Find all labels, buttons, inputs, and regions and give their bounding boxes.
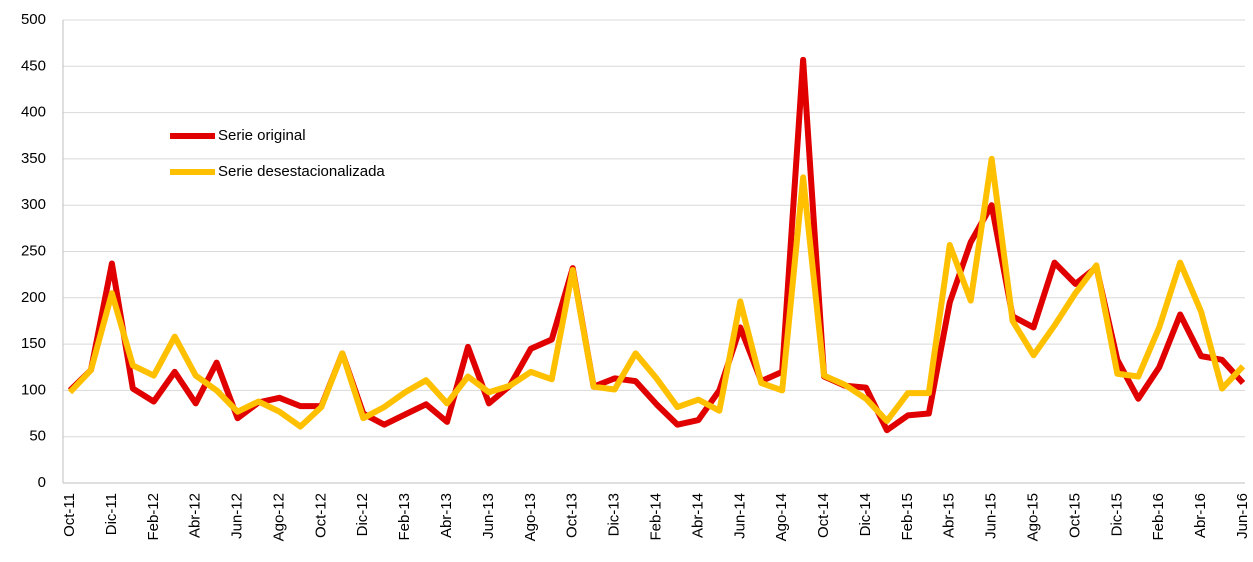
x-tick-label: Feb-16 — [1150, 493, 1167, 541]
y-tick-label: 50 — [29, 428, 46, 445]
legend-label: Serie original — [218, 127, 306, 144]
x-tick-label: Jun-16 — [1234, 493, 1251, 539]
x-tick-label: Jun-15 — [983, 493, 1000, 539]
y-tick-label: 0 — [38, 474, 46, 491]
x-tick-label: Abr-12 — [187, 493, 204, 538]
y-tick-label: 250 — [21, 242, 46, 259]
x-tick-label: Dic-14 — [857, 493, 874, 536]
x-tick-label: Oct-15 — [1066, 493, 1083, 538]
x-tick-label: Jun-13 — [480, 493, 497, 539]
series-line — [67, 56, 1246, 434]
y-tick-label: 350 — [21, 150, 46, 167]
legend-label: Serie desestacionalizada — [218, 163, 385, 180]
x-tick-label: Ago-14 — [773, 493, 790, 541]
x-tick-label: Dic-12 — [354, 493, 371, 536]
y-tick-label: 450 — [21, 57, 46, 74]
x-tick-label: Ago-15 — [1025, 493, 1042, 541]
x-tick-label: Jun-14 — [731, 493, 748, 539]
y-tick-label: 300 — [21, 196, 46, 213]
x-tick-label: Feb-13 — [396, 493, 413, 541]
y-tick-label: 500 — [21, 11, 46, 28]
x-tick-label: Abr-13 — [438, 493, 455, 538]
x-tick-label: Ago-12 — [270, 493, 287, 541]
y-tick-label: 400 — [21, 104, 46, 121]
x-tick-label: Dic-11 — [103, 493, 120, 535]
y-tick-label: 150 — [21, 335, 46, 352]
y-tick-label: 200 — [21, 289, 46, 306]
x-tick-label: Oct-12 — [312, 493, 329, 538]
x-tick-label: Feb-15 — [899, 493, 916, 541]
y-tick-label: 100 — [21, 381, 46, 398]
x-tick-label: Abr-14 — [689, 493, 706, 538]
x-tick-label: Abr-16 — [1192, 493, 1209, 538]
x-tick-label: Ago-13 — [522, 493, 539, 541]
x-tick-label: Jun-12 — [229, 493, 246, 539]
x-tick-label: Feb-12 — [145, 493, 162, 541]
x-tick-label: Oct-14 — [815, 493, 832, 538]
x-tick-label: Abr-15 — [941, 493, 958, 538]
x-tick-label: Dic-15 — [1108, 493, 1125, 536]
series-line — [67, 155, 1246, 430]
x-tick-label: Oct-13 — [564, 493, 581, 538]
x-tick-label: Dic-13 — [606, 493, 623, 536]
x-tick-label: Oct-11 — [61, 493, 78, 537]
x-tick-label: Feb-14 — [647, 493, 664, 541]
